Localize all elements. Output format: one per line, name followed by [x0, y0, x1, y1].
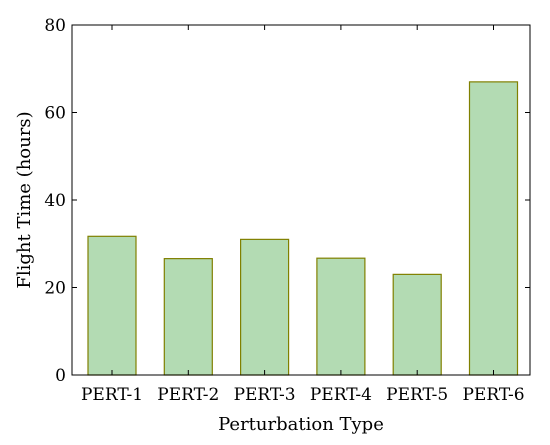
ticks-group: PERT-1 PERT-2 PERT-3 PERT-4 PERT-5 PERT-6 0 20 4… — [44, 16, 530, 405]
x-axis-label: Perturbation Type — [218, 414, 384, 435]
x-tick-label: PERT-3 — [234, 385, 296, 405]
bar-pert-5 — [392, 273, 442, 376]
bar-pert-3 — [240, 238, 290, 376]
plot-frame — [71, 24, 531, 376]
y-axis-label: Flight Time (hours) — [14, 111, 35, 288]
x-tick-label: PERT-1 — [81, 385, 143, 405]
bar-pert-6 — [468, 81, 519, 376]
x-tick-label: PERT-2 — [157, 385, 219, 405]
bar-pert-1 — [87, 235, 137, 376]
bar-pert-4 — [316, 257, 366, 376]
y-tick-label: 20 — [44, 279, 66, 299]
x-tick-label: PERT-5 — [386, 385, 448, 405]
y-tick-label: 0 — [55, 366, 66, 386]
y-tick-label: 40 — [44, 191, 66, 211]
y-tick-label: 60 — [44, 104, 66, 124]
bar-pert-2 — [163, 258, 213, 376]
x-tick-label: PERT-6 — [462, 385, 524, 405]
bars-group — [87, 81, 519, 376]
x-tick-label: PERT-4 — [310, 385, 372, 405]
y-tick-label: 80 — [44, 16, 66, 36]
